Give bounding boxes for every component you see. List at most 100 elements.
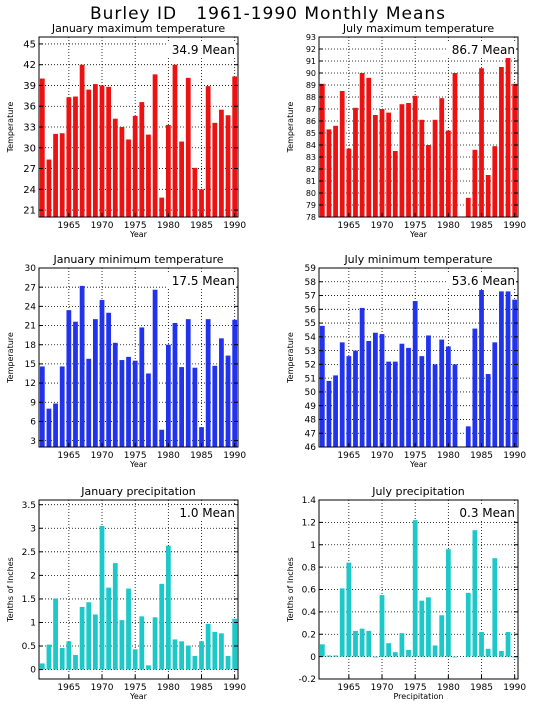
- x-tick-label: 1970: [371, 451, 394, 461]
- y-tick-label: 48: [305, 416, 317, 426]
- bar: [59, 366, 65, 447]
- bar: [192, 167, 198, 217]
- x-tick-label: 1985: [190, 451, 213, 461]
- y-tick-label: 81: [306, 177, 316, 186]
- bar: [432, 119, 438, 217]
- bar: [419, 600, 425, 657]
- bar: [165, 545, 171, 670]
- bar: [205, 86, 211, 218]
- chart-4: July minimum temperature 46 47 48 49 50 51 52 53…: [286, 253, 526, 469]
- bar: [79, 606, 85, 670]
- bar: [359, 73, 365, 217]
- bar: [99, 299, 105, 447]
- bar: [106, 86, 112, 217]
- bar: [452, 364, 458, 447]
- x-tick-label: 1970: [91, 221, 114, 231]
- plot-frame: [318, 267, 519, 448]
- x-tick-label: 1970: [91, 451, 114, 461]
- bar: [73, 321, 78, 447]
- bar: [353, 630, 358, 657]
- bar: [212, 631, 218, 670]
- mean-label: 1.0 Mean: [179, 506, 235, 520]
- plot-frame: [38, 267, 239, 448]
- bar: [106, 312, 112, 447]
- bar: [479, 68, 484, 217]
- bar: [472, 328, 478, 447]
- bar: [92, 319, 98, 447]
- mean-label: 17.5 Mean: [172, 274, 235, 288]
- bar: [339, 91, 345, 217]
- x-tick-label: 1985: [470, 683, 493, 693]
- y-tick-label: 0: [30, 666, 36, 676]
- chart-title: July minimum temperature: [343, 253, 492, 266]
- bar: [146, 134, 151, 217]
- y-tick-label: 24: [23, 185, 36, 196]
- bar: [139, 102, 145, 217]
- y-tick-label: 27: [23, 164, 36, 175]
- bar: [205, 319, 211, 447]
- y-tick-label: 56: [305, 305, 317, 315]
- bar: [46, 644, 52, 670]
- bar: [333, 375, 338, 447]
- y-tick-label: 27: [25, 283, 36, 293]
- bar: [512, 83, 518, 217]
- bar: [419, 356, 425, 447]
- y-tick-label: 18: [25, 341, 37, 351]
- bar: [392, 361, 398, 447]
- bar: [73, 96, 78, 217]
- bar: [399, 104, 405, 217]
- bar: [426, 335, 431, 447]
- x-tick-label: 1975: [404, 683, 427, 693]
- y-tick-label: 33: [23, 123, 36, 134]
- bar: [339, 588, 345, 657]
- mean-label: 34.9 Mean: [172, 43, 235, 57]
- y-tick-label: 0.2: [302, 630, 316, 640]
- y-tick-label: 12: [25, 379, 36, 389]
- y-tick-label: 88: [306, 93, 316, 102]
- bar: [465, 197, 471, 217]
- chart-6: July precipitation -0.2 0 0.2 0.4 0.6 0.8 1 1.2 1…: [286, 485, 526, 701]
- y-tick-label: 90: [306, 69, 316, 78]
- x-tick-label: 1965: [57, 221, 80, 231]
- y-tick-label: 1.5: [22, 595, 36, 605]
- bar: [479, 290, 484, 447]
- bar: [159, 429, 165, 447]
- y-tick-label: 92: [306, 45, 316, 54]
- x-tick-label: 1990: [503, 221, 526, 231]
- bar: [492, 146, 498, 217]
- bar: [412, 301, 418, 447]
- bar: [86, 89, 92, 217]
- bar: [399, 633, 405, 657]
- bar: [465, 592, 471, 657]
- bar: [412, 95, 418, 217]
- bar: [326, 655, 332, 657]
- x-axis-label: Year: [129, 460, 148, 469]
- bar: [126, 588, 131, 670]
- mean-label-bg: [166, 273, 236, 289]
- x-axis-label: Year: [129, 692, 148, 701]
- y-tick-label: 86: [306, 117, 316, 126]
- y-tick-label: 36: [23, 102, 36, 113]
- y-tick-label: 58: [305, 278, 317, 288]
- y-tick-label: 83: [306, 153, 316, 162]
- bar: [379, 109, 385, 217]
- chart-title: January minimum temperature: [52, 253, 223, 266]
- bar: [132, 115, 138, 217]
- y-tick-label: 46: [305, 443, 317, 453]
- y-tick-label: 0.8: [302, 563, 317, 573]
- bar: [499, 651, 504, 657]
- bar: [505, 50, 511, 218]
- bar: [119, 620, 125, 670]
- y-tick-label: 6: [30, 418, 36, 428]
- x-tick-label: 1975: [124, 221, 147, 231]
- y-tick-label: 30: [25, 264, 37, 274]
- y-tick-label: 3: [30, 524, 36, 534]
- bar: [499, 67, 504, 217]
- bar: [39, 366, 45, 447]
- bar: [225, 115, 231, 217]
- x-tick-label: 1985: [470, 451, 493, 461]
- bar: [452, 656, 458, 658]
- x-tick-label: 1980: [437, 451, 460, 461]
- bar: [165, 124, 171, 217]
- bar: [152, 617, 158, 670]
